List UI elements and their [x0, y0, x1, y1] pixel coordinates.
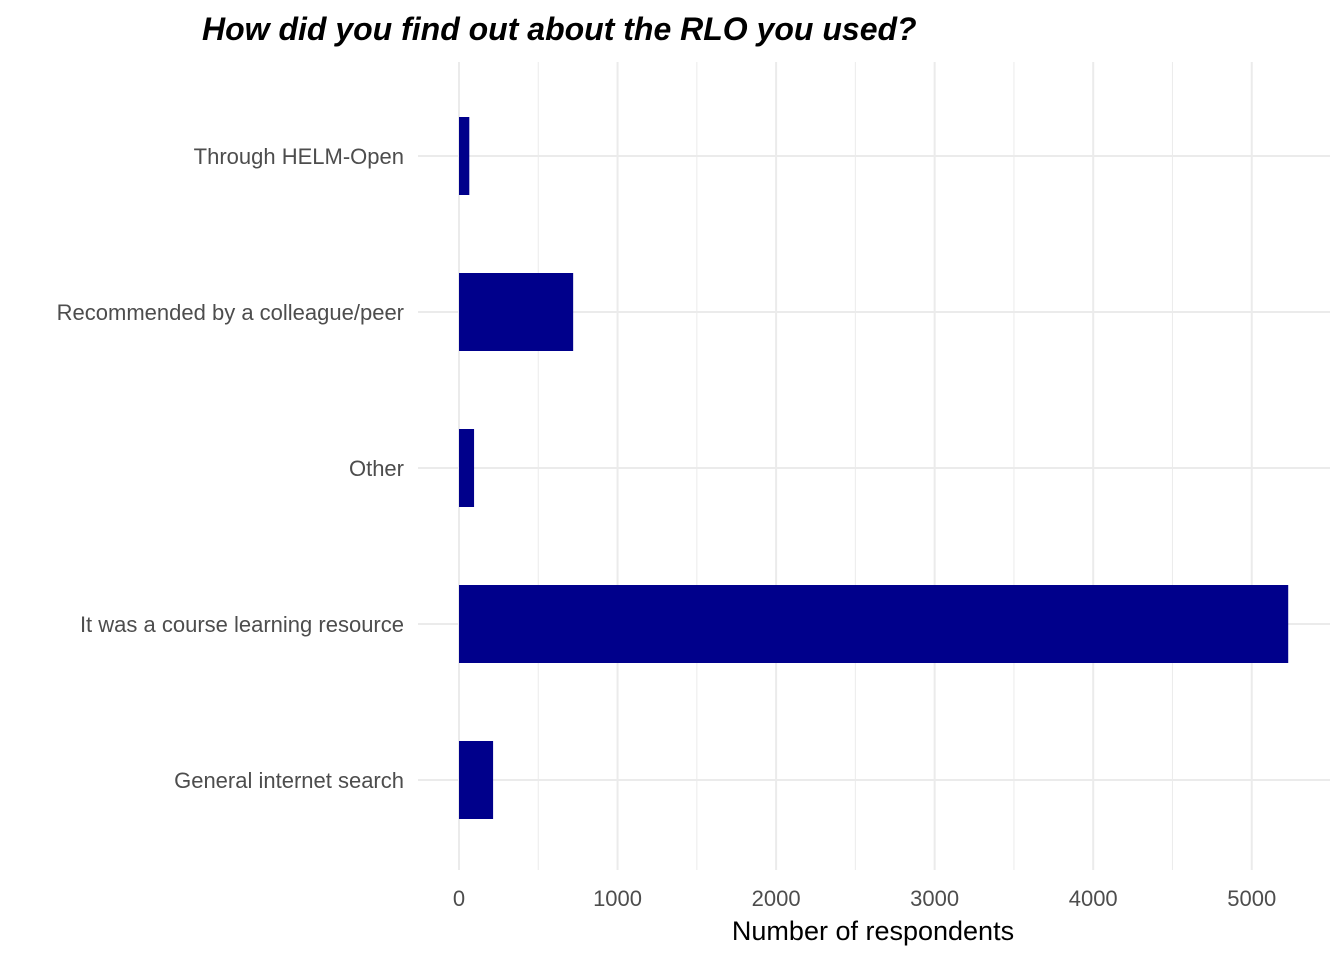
bar-layer [459, 117, 1289, 819]
bar [459, 741, 494, 819]
x-tick-label: 5000 [1227, 886, 1276, 911]
category-label: General internet search [174, 768, 404, 793]
bar [459, 429, 475, 507]
category-label: Through HELM-Open [194, 144, 404, 169]
x-tick-label: 2000 [752, 886, 801, 911]
x-tick-label: 3000 [910, 886, 959, 911]
x-axis-title: Number of respondents [732, 916, 1014, 946]
bar [459, 273, 574, 351]
chart-title: How did you find out about the RLO you u… [202, 11, 917, 47]
x-tick-labels: 0 1000 2000 3000 4000 5000 [453, 886, 1276, 911]
x-tick-label: 0 [453, 886, 465, 911]
category-labels: Through HELM-Open Recommended by a collea… [57, 144, 404, 793]
category-label: It was a course learning resource [80, 612, 404, 637]
x-tick-label: 1000 [593, 886, 642, 911]
bar [459, 117, 470, 195]
category-label: Recommended by a colleague/peer [57, 300, 404, 325]
grid-layer [418, 62, 1330, 870]
bar [459, 585, 1289, 663]
category-label: Other [349, 456, 404, 481]
x-tick-label: 4000 [1069, 886, 1118, 911]
